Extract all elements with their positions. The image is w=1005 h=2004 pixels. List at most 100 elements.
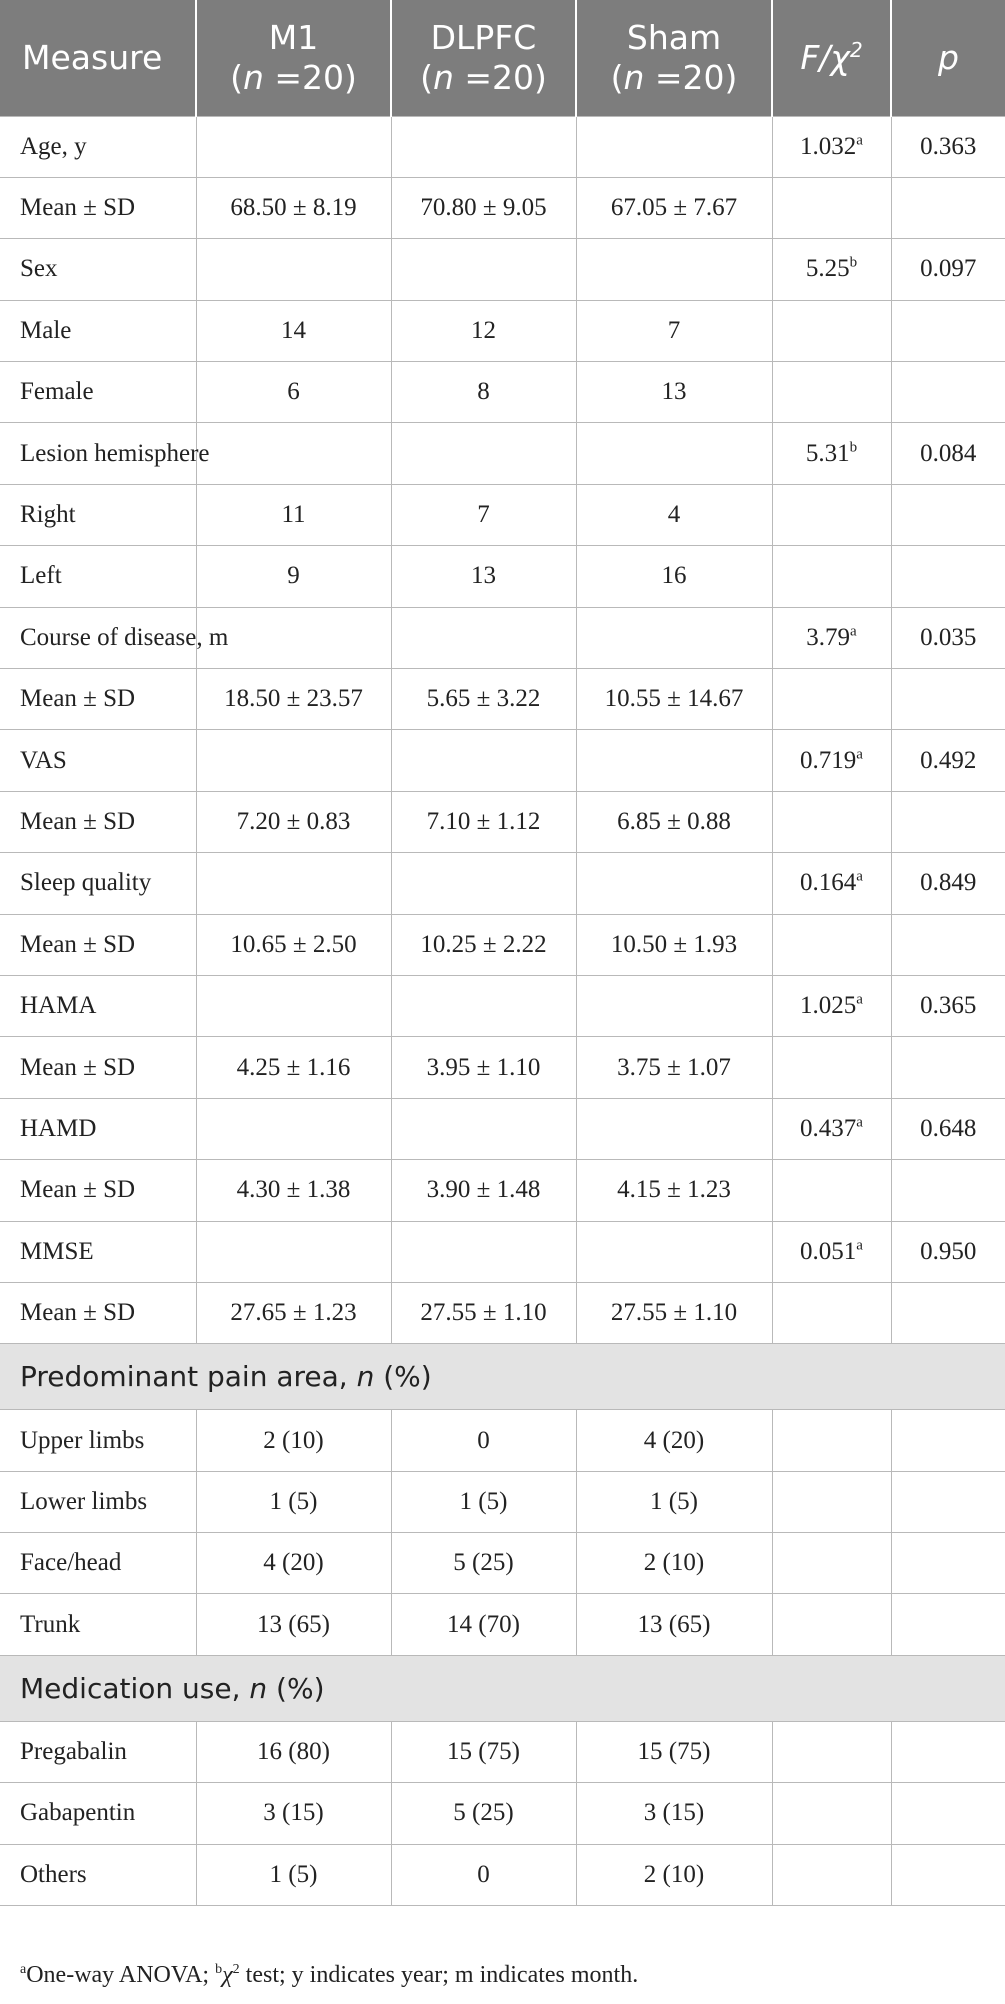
section-header-row: Predominant pain area, n (%) [0, 1343, 1005, 1411]
header-n-label: n [242, 57, 264, 97]
cell-dlpfc [390, 1097, 577, 1161]
cell-dlpfc: 70.80 ± 9.05 [390, 176, 577, 240]
cell-statistic: 5.31b [771, 422, 892, 485]
footnote-text-a: One-way ANOVA; [26, 1962, 216, 1988]
cell-m1: 3 (15) [195, 1782, 392, 1845]
statistic-footnote-marker: b [849, 439, 858, 456]
cell-statistic [771, 1782, 892, 1845]
cell-sham: 7 [575, 299, 773, 363]
cell-dlpfc: 0 [390, 1843, 577, 1907]
cell-sham [575, 1220, 773, 1283]
statistic-footnote-marker: a [856, 991, 863, 1008]
cell-dlpfc: 0 [390, 1409, 577, 1472]
cell-dlpfc: 3.90 ± 1.48 [390, 1159, 577, 1222]
cell-m1 [195, 852, 392, 915]
table-row: Mean ± SD 68.50 ± 8.19 70.80 ± 9.05 67.05 ±… [0, 176, 1005, 240]
table-row: VAS 0.719a 0.492 [0, 729, 1005, 792]
section-label: Predominant pain area, [20, 1360, 357, 1394]
cell-sham [575, 115, 773, 178]
table-row: Left 9 13 16 [0, 545, 1005, 608]
cell-p-value [890, 299, 1005, 363]
header-stat-sep: / [819, 37, 831, 77]
row-label: Lesion hemisphere [0, 422, 210, 485]
cell-sham [575, 729, 773, 792]
footnote-sup-a: a [20, 1962, 27, 1977]
cell-sham: 3.75 ± 1.07 [575, 1036, 773, 1099]
header-group-name: Sham [626, 17, 722, 57]
cell-m1: 4 (20) [195, 1532, 392, 1595]
cell-m1 [195, 1220, 392, 1283]
row-label: Sleep quality [0, 852, 197, 915]
header-group-name: M1 [268, 17, 319, 57]
cell-dlpfc [390, 238, 577, 301]
cell-statistic [771, 1593, 892, 1656]
cell-statistic [771, 483, 892, 547]
statistic-footnote-marker: a [850, 623, 857, 640]
cell-m1: 4.30 ± 1.38 [195, 1159, 392, 1222]
cell-p-value [890, 1409, 1005, 1472]
cell-statistic [771, 1720, 892, 1784]
cell-sham [575, 974, 773, 1038]
cell-p-value [890, 1036, 1005, 1099]
header-measure: Measure [22, 37, 163, 77]
cell-p-value: 0.084 [890, 422, 1005, 485]
table-row: Lower limbs 1 (5) 1 (5) 1 (5) [0, 1470, 1005, 1534]
cell-m1: 68.50 ± 8.19 [195, 176, 392, 240]
statistic-value: 0.164 [800, 869, 857, 897]
table-row: Sleep quality 0.164a 0.849 [0, 852, 1005, 915]
header-n-label: n [623, 57, 645, 97]
cell-sham: 3 (15) [575, 1782, 773, 1845]
table-row: Upper limbs 2 (10) 0 4 (20) [0, 1409, 1005, 1472]
cell-statistic [771, 668, 892, 731]
header-group-sham: Sham (n =20) [575, 0, 772, 116]
cell-dlpfc: 15 (75) [390, 1720, 577, 1784]
cell-p-value [890, 668, 1005, 731]
cell-statistic: 5.25b [771, 238, 892, 301]
statistic-value: 1.025 [800, 992, 857, 1020]
cell-sham: 10.55 ± 14.67 [575, 668, 773, 731]
cell-sham [575, 422, 773, 485]
table-row: Others 1 (5) 0 2 (10) [0, 1843, 1005, 1907]
section-header-row: Medication use, n (%) [0, 1654, 1005, 1722]
statistic-value: 5.31 [805, 439, 850, 467]
cell-dlpfc [390, 115, 577, 178]
cell-dlpfc [390, 1220, 577, 1283]
cell-statistic [771, 1036, 892, 1099]
cell-dlpfc [390, 852, 577, 915]
cell-p-value [890, 1782, 1005, 1845]
statistic-footnote-marker: b [849, 255, 858, 272]
cell-m1 [195, 238, 392, 301]
cell-m1 [195, 729, 392, 792]
cell-statistic [771, 1532, 892, 1595]
table-row: Mean ± SD 4.25 ± 1.16 3.95 ± 1.10 3.75 ± 1.… [0, 1036, 1005, 1099]
row-label: Upper limbs [0, 1409, 197, 1472]
footnote-chi-sup: 2 [232, 1962, 240, 1977]
header-statistic: F/χ2 [771, 0, 891, 116]
cell-sham: 16 [575, 545, 773, 608]
section-suffix: (%) [267, 1671, 325, 1705]
cell-statistic: 0.051a [771, 1220, 892, 1283]
cell-p-value: 0.363 [890, 115, 1005, 178]
cell-p-value [890, 790, 1005, 854]
cell-p-value [890, 1720, 1005, 1784]
cell-dlpfc: 8 [390, 361, 577, 424]
cell-m1: 9 [195, 545, 392, 608]
table-row: Sex 5.25b 0.097 [0, 238, 1005, 301]
cell-m1: 2 (10) [195, 1409, 392, 1472]
cell-statistic [771, 361, 892, 424]
cell-sham: 4 [575, 483, 773, 547]
row-label: Left [0, 545, 197, 608]
header-n-value: =20) [453, 57, 547, 97]
row-label: Mean ± SD [0, 1036, 197, 1099]
table-row: Mean ± SD 7.20 ± 0.83 7.10 ± 1.12 6.85 ± 0.… [0, 790, 1005, 854]
footnote-text-b: test; y indicates year; m indicates mont… [239, 1962, 639, 1988]
cell-p-value: 0.492 [890, 729, 1005, 792]
cell-statistic: 1.032a [771, 115, 892, 178]
header-group-m1: M1 (n =20) [195, 0, 391, 116]
table-row: Face/head 4 (20) 5 (25) 2 (10) [0, 1532, 1005, 1595]
cell-p-value [890, 483, 1005, 547]
cell-statistic [771, 1159, 892, 1222]
row-label: Female [0, 361, 197, 424]
row-label: Mean ± SD [0, 1281, 197, 1345]
header-n-value: =20) [644, 57, 738, 97]
